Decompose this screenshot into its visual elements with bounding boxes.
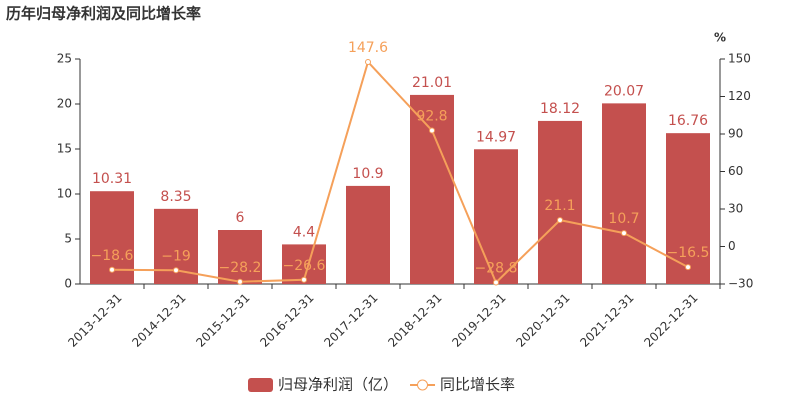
x-tick-label: 2021-12-31 bbox=[577, 291, 636, 350]
y2-tick-label: −30 bbox=[728, 277, 753, 291]
line-point bbox=[685, 264, 691, 271]
y2-axis-label: % bbox=[714, 31, 726, 45]
y-tick-label: 0 bbox=[64, 277, 72, 291]
line-point bbox=[621, 230, 627, 237]
x-tick-label: 2018-12-31 bbox=[385, 291, 444, 350]
bar bbox=[346, 185, 390, 284]
line-point bbox=[109, 266, 115, 273]
line-point bbox=[365, 59, 371, 65]
y2-tick-label: 60 bbox=[728, 164, 743, 178]
chart-title: 历年归母净利润及同比增长率 bbox=[6, 5, 201, 23]
bar-value-label: 10.31 bbox=[92, 171, 132, 187]
line-value-label: 92.8 bbox=[416, 109, 447, 125]
y2-tick-label: 30 bbox=[728, 202, 743, 216]
y2-tick-label: 0 bbox=[728, 239, 736, 253]
line-point bbox=[301, 276, 307, 283]
x-tick-label: 2022-12-31 bbox=[641, 291, 700, 350]
x-tick-label: 2013-12-31 bbox=[65, 291, 124, 350]
bar-value-label: 10.9 bbox=[352, 166, 383, 182]
legend-swatch-point bbox=[417, 379, 429, 391]
line-value-label: −18.6 bbox=[91, 248, 134, 264]
x-tick-label: 2019-12-31 bbox=[449, 291, 508, 350]
x-tick-label: 2015-12-31 bbox=[193, 291, 252, 350]
bar-value-label: 16.76 bbox=[668, 113, 708, 129]
y2-tick-label: 120 bbox=[728, 89, 751, 103]
line-value-label: −16.5 bbox=[667, 245, 710, 261]
x-tick-label: 2016-12-31 bbox=[257, 291, 316, 350]
line-value-label: −28.2 bbox=[219, 260, 262, 276]
line-value-label: −28.8 bbox=[475, 261, 518, 277]
line-value-label: −26.6 bbox=[283, 258, 326, 274]
legend-label: 归母净利润（亿） bbox=[278, 376, 398, 394]
bar bbox=[602, 103, 646, 285]
x-tick-label: 2014-12-31 bbox=[129, 291, 188, 350]
bar-value-label: 14.97 bbox=[476, 129, 516, 145]
bar-value-label: 4.4 bbox=[293, 224, 315, 240]
y-tick-label: 20 bbox=[57, 97, 72, 111]
legend-swatch bbox=[248, 378, 273, 392]
bar-value-label: 21.01 bbox=[412, 75, 452, 91]
line bbox=[111, 60, 689, 285]
line-value-label: 147.6 bbox=[348, 40, 388, 56]
bar bbox=[538, 120, 582, 284]
y-tick-label: 15 bbox=[57, 142, 72, 156]
bar bbox=[410, 94, 454, 284]
bar-value-label: 6 bbox=[236, 210, 245, 226]
bar bbox=[218, 230, 262, 284]
y2-tick-label: 90 bbox=[728, 127, 743, 141]
line-point bbox=[429, 127, 435, 134]
bar-value-label: 8.35 bbox=[160, 189, 191, 205]
y-tick-label: 10 bbox=[57, 187, 72, 201]
x-tick-label: 2017-12-31 bbox=[321, 291, 380, 350]
y-tick-label: 5 bbox=[64, 232, 72, 246]
line-point bbox=[173, 267, 179, 274]
line-point bbox=[557, 217, 563, 224]
line-value-label: 21.1 bbox=[544, 198, 575, 214]
bar bbox=[474, 149, 518, 284]
line-value-label: 10.7 bbox=[608, 211, 639, 227]
line-point bbox=[493, 279, 499, 286]
bar bbox=[666, 133, 710, 284]
line-point bbox=[237, 278, 243, 285]
line-value-label: −19 bbox=[161, 248, 191, 264]
bar-value-label: 18.12 bbox=[540, 101, 580, 117]
x-tick-label: 2020-12-31 bbox=[513, 291, 572, 350]
y2-tick-label: 150 bbox=[728, 52, 751, 66]
legend-label: 同比增长率 bbox=[440, 376, 515, 394]
y-tick-label: 25 bbox=[57, 52, 72, 66]
bar-value-label: 20.07 bbox=[604, 83, 644, 99]
